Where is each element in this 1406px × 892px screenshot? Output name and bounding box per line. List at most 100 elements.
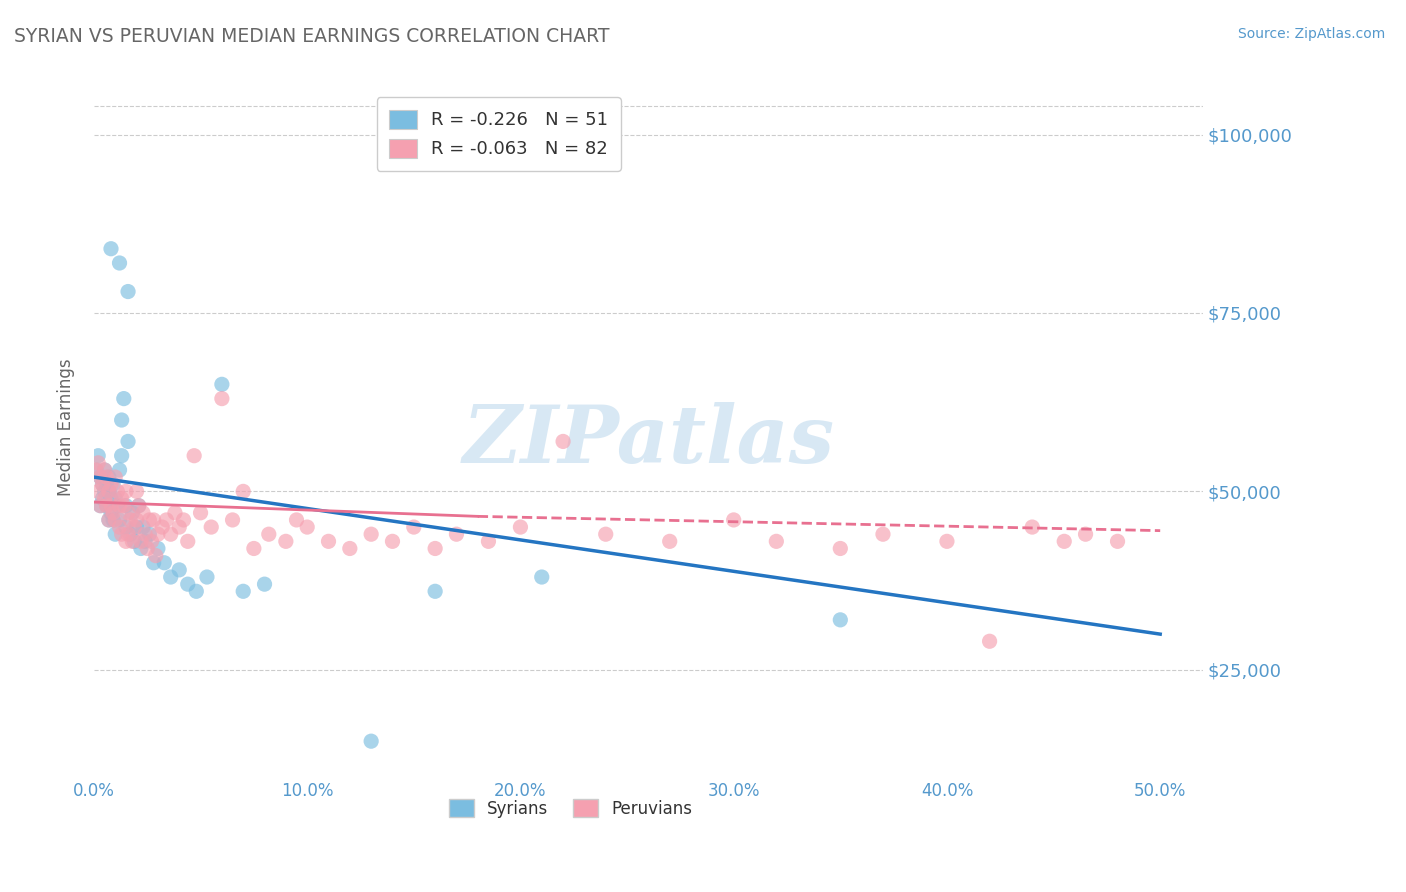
Point <box>190 506 212 520</box>
Point <box>89 470 111 484</box>
Point <box>150 520 173 534</box>
Point <box>765 534 787 549</box>
Point <box>136 541 159 556</box>
Point <box>186 584 208 599</box>
Point <box>91 491 114 506</box>
Point <box>129 541 152 556</box>
Point <box>183 449 205 463</box>
Point <box>153 556 176 570</box>
Point <box>97 513 120 527</box>
Point <box>112 392 135 406</box>
Point <box>93 463 115 477</box>
Point <box>84 463 107 477</box>
Text: Source: ZipAtlas.com: Source: ZipAtlas.com <box>1237 27 1385 41</box>
Point <box>125 520 148 534</box>
Point <box>91 477 114 491</box>
Point <box>125 484 148 499</box>
Point <box>195 570 218 584</box>
Point <box>381 534 404 549</box>
Point <box>551 434 574 449</box>
Point <box>177 577 200 591</box>
Point <box>117 527 139 541</box>
Point <box>96 470 118 484</box>
Point <box>108 256 131 270</box>
Point <box>211 377 233 392</box>
Point <box>446 527 468 541</box>
Point <box>108 463 131 477</box>
Point <box>108 499 131 513</box>
Point <box>111 449 134 463</box>
Point <box>141 534 163 549</box>
Point <box>830 541 852 556</box>
Point <box>105 484 128 499</box>
Point <box>96 499 118 513</box>
Point <box>253 577 276 591</box>
Point <box>97 513 120 527</box>
Point <box>134 534 156 549</box>
Point <box>167 520 190 534</box>
Point <box>830 613 852 627</box>
Point <box>211 392 233 406</box>
Point <box>257 527 280 541</box>
Point <box>93 484 115 499</box>
Point <box>200 520 222 534</box>
Point <box>96 477 118 491</box>
Point <box>89 499 111 513</box>
Point <box>100 491 122 506</box>
Point <box>101 506 124 520</box>
Point <box>101 477 124 491</box>
Point <box>117 285 139 299</box>
Point <box>138 527 160 541</box>
Point <box>97 484 120 499</box>
Point <box>111 413 134 427</box>
Point <box>129 534 152 549</box>
Point <box>117 506 139 520</box>
Point <box>100 477 122 491</box>
Point <box>159 527 181 541</box>
Point <box>142 513 165 527</box>
Point <box>100 506 122 520</box>
Point <box>121 506 143 520</box>
Point <box>134 527 156 541</box>
Point <box>117 434 139 449</box>
Legend: Syrians, Peruvians: Syrians, Peruvians <box>441 792 699 824</box>
Point <box>93 463 115 477</box>
Point <box>530 570 553 584</box>
Point <box>658 534 681 549</box>
Point <box>108 520 131 534</box>
Point <box>96 499 118 513</box>
Point <box>132 506 155 520</box>
Point <box>221 513 243 527</box>
Point <box>155 513 177 527</box>
Point <box>295 520 318 534</box>
Point <box>124 534 146 549</box>
Point <box>89 470 111 484</box>
Point <box>872 527 894 541</box>
Point <box>163 506 186 520</box>
Point <box>979 634 1001 648</box>
Point <box>87 484 110 499</box>
Point <box>142 556 165 570</box>
Point <box>1107 534 1129 549</box>
Point <box>87 456 110 470</box>
Point <box>115 484 138 499</box>
Point <box>111 491 134 506</box>
Point <box>423 541 446 556</box>
Point <box>477 534 499 549</box>
Point <box>87 449 110 463</box>
Point <box>125 513 148 527</box>
Point <box>423 584 446 599</box>
Point <box>115 520 138 534</box>
Point <box>1021 520 1043 534</box>
Point <box>509 520 531 534</box>
Point <box>91 477 114 491</box>
Point <box>112 499 135 513</box>
Point <box>232 484 254 499</box>
Point <box>84 463 107 477</box>
Text: ZIPatlas: ZIPatlas <box>463 402 834 480</box>
Point <box>243 541 266 556</box>
Point <box>402 520 425 534</box>
Point <box>1074 527 1097 541</box>
Point <box>146 541 169 556</box>
Point <box>159 570 181 584</box>
